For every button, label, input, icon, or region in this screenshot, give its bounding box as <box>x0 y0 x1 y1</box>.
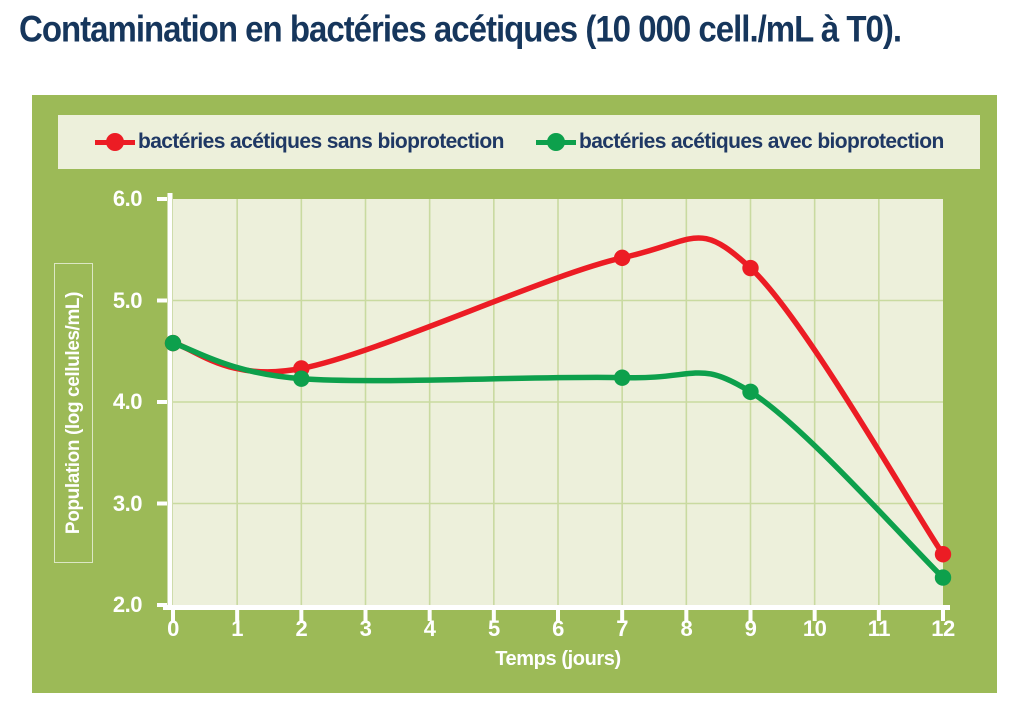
green-series-data-point-marker <box>293 370 310 387</box>
green-series-data-point-marker <box>742 383 759 401</box>
y-tick-label: 5.0 <box>112 287 143 313</box>
green-series-data-point-marker <box>613 369 631 386</box>
y-tick-label: 4.0 <box>112 389 143 414</box>
chart-panel: bactéries acétiques sans bioprotection ba… <box>32 95 997 693</box>
y-tick-label: 2.0 <box>112 592 143 617</box>
x-tick-label: 5 <box>487 616 500 641</box>
x-tick-label: 9 <box>744 616 757 641</box>
legend-label: bactéries acétiques avec bioprotection <box>579 130 944 153</box>
x-tick-label: 4 <box>423 616 436 641</box>
x-tick-label: 8 <box>680 616 693 641</box>
red-series-data-point-marker <box>613 249 631 267</box>
green-series-data-point-marker <box>934 569 952 586</box>
x-tick-label: 12 <box>931 616 955 641</box>
x-tick-label: 3 <box>359 616 372 641</box>
green-series-legend-marker-icon <box>536 133 576 151</box>
legend-entry-red-series: bactéries acétiques sans bioprotection <box>95 115 504 169</box>
chart-canvas <box>157 193 952 621</box>
x-tick-label: 0 <box>167 616 179 641</box>
red-series-data-point-marker <box>934 546 952 563</box>
plot-area <box>157 193 952 621</box>
x-tick-label: 2 <box>295 616 308 641</box>
page-title: Contamination en bactéries acétiques (10… <box>19 8 902 50</box>
x-tick-label: 11 <box>867 616 891 641</box>
y-axis-title-box: Population (log cellules/mL) <box>54 263 93 563</box>
legend-label: bactéries acétiques sans bioprotection <box>138 130 504 153</box>
x-tick-label: 6 <box>552 616 564 641</box>
red-series-data-point-marker <box>742 259 759 277</box>
legend-entry-green-series: bactéries acétiques avec bioprotection <box>536 115 944 169</box>
green-series-data-point-marker <box>164 334 182 352</box>
chart-legend: bactéries acétiques sans bioprotection ba… <box>58 115 980 169</box>
x-tick-label: 10 <box>802 616 827 641</box>
y-tick-label: 3.0 <box>112 490 143 516</box>
red-series-legend-marker-icon <box>95 133 135 151</box>
x-tick-label: 7 <box>616 616 629 641</box>
y-tick-label: 6.0 <box>112 186 143 211</box>
x-axis-title: Temps (jours) <box>495 648 621 670</box>
x-tick-label: 1 <box>231 616 244 641</box>
